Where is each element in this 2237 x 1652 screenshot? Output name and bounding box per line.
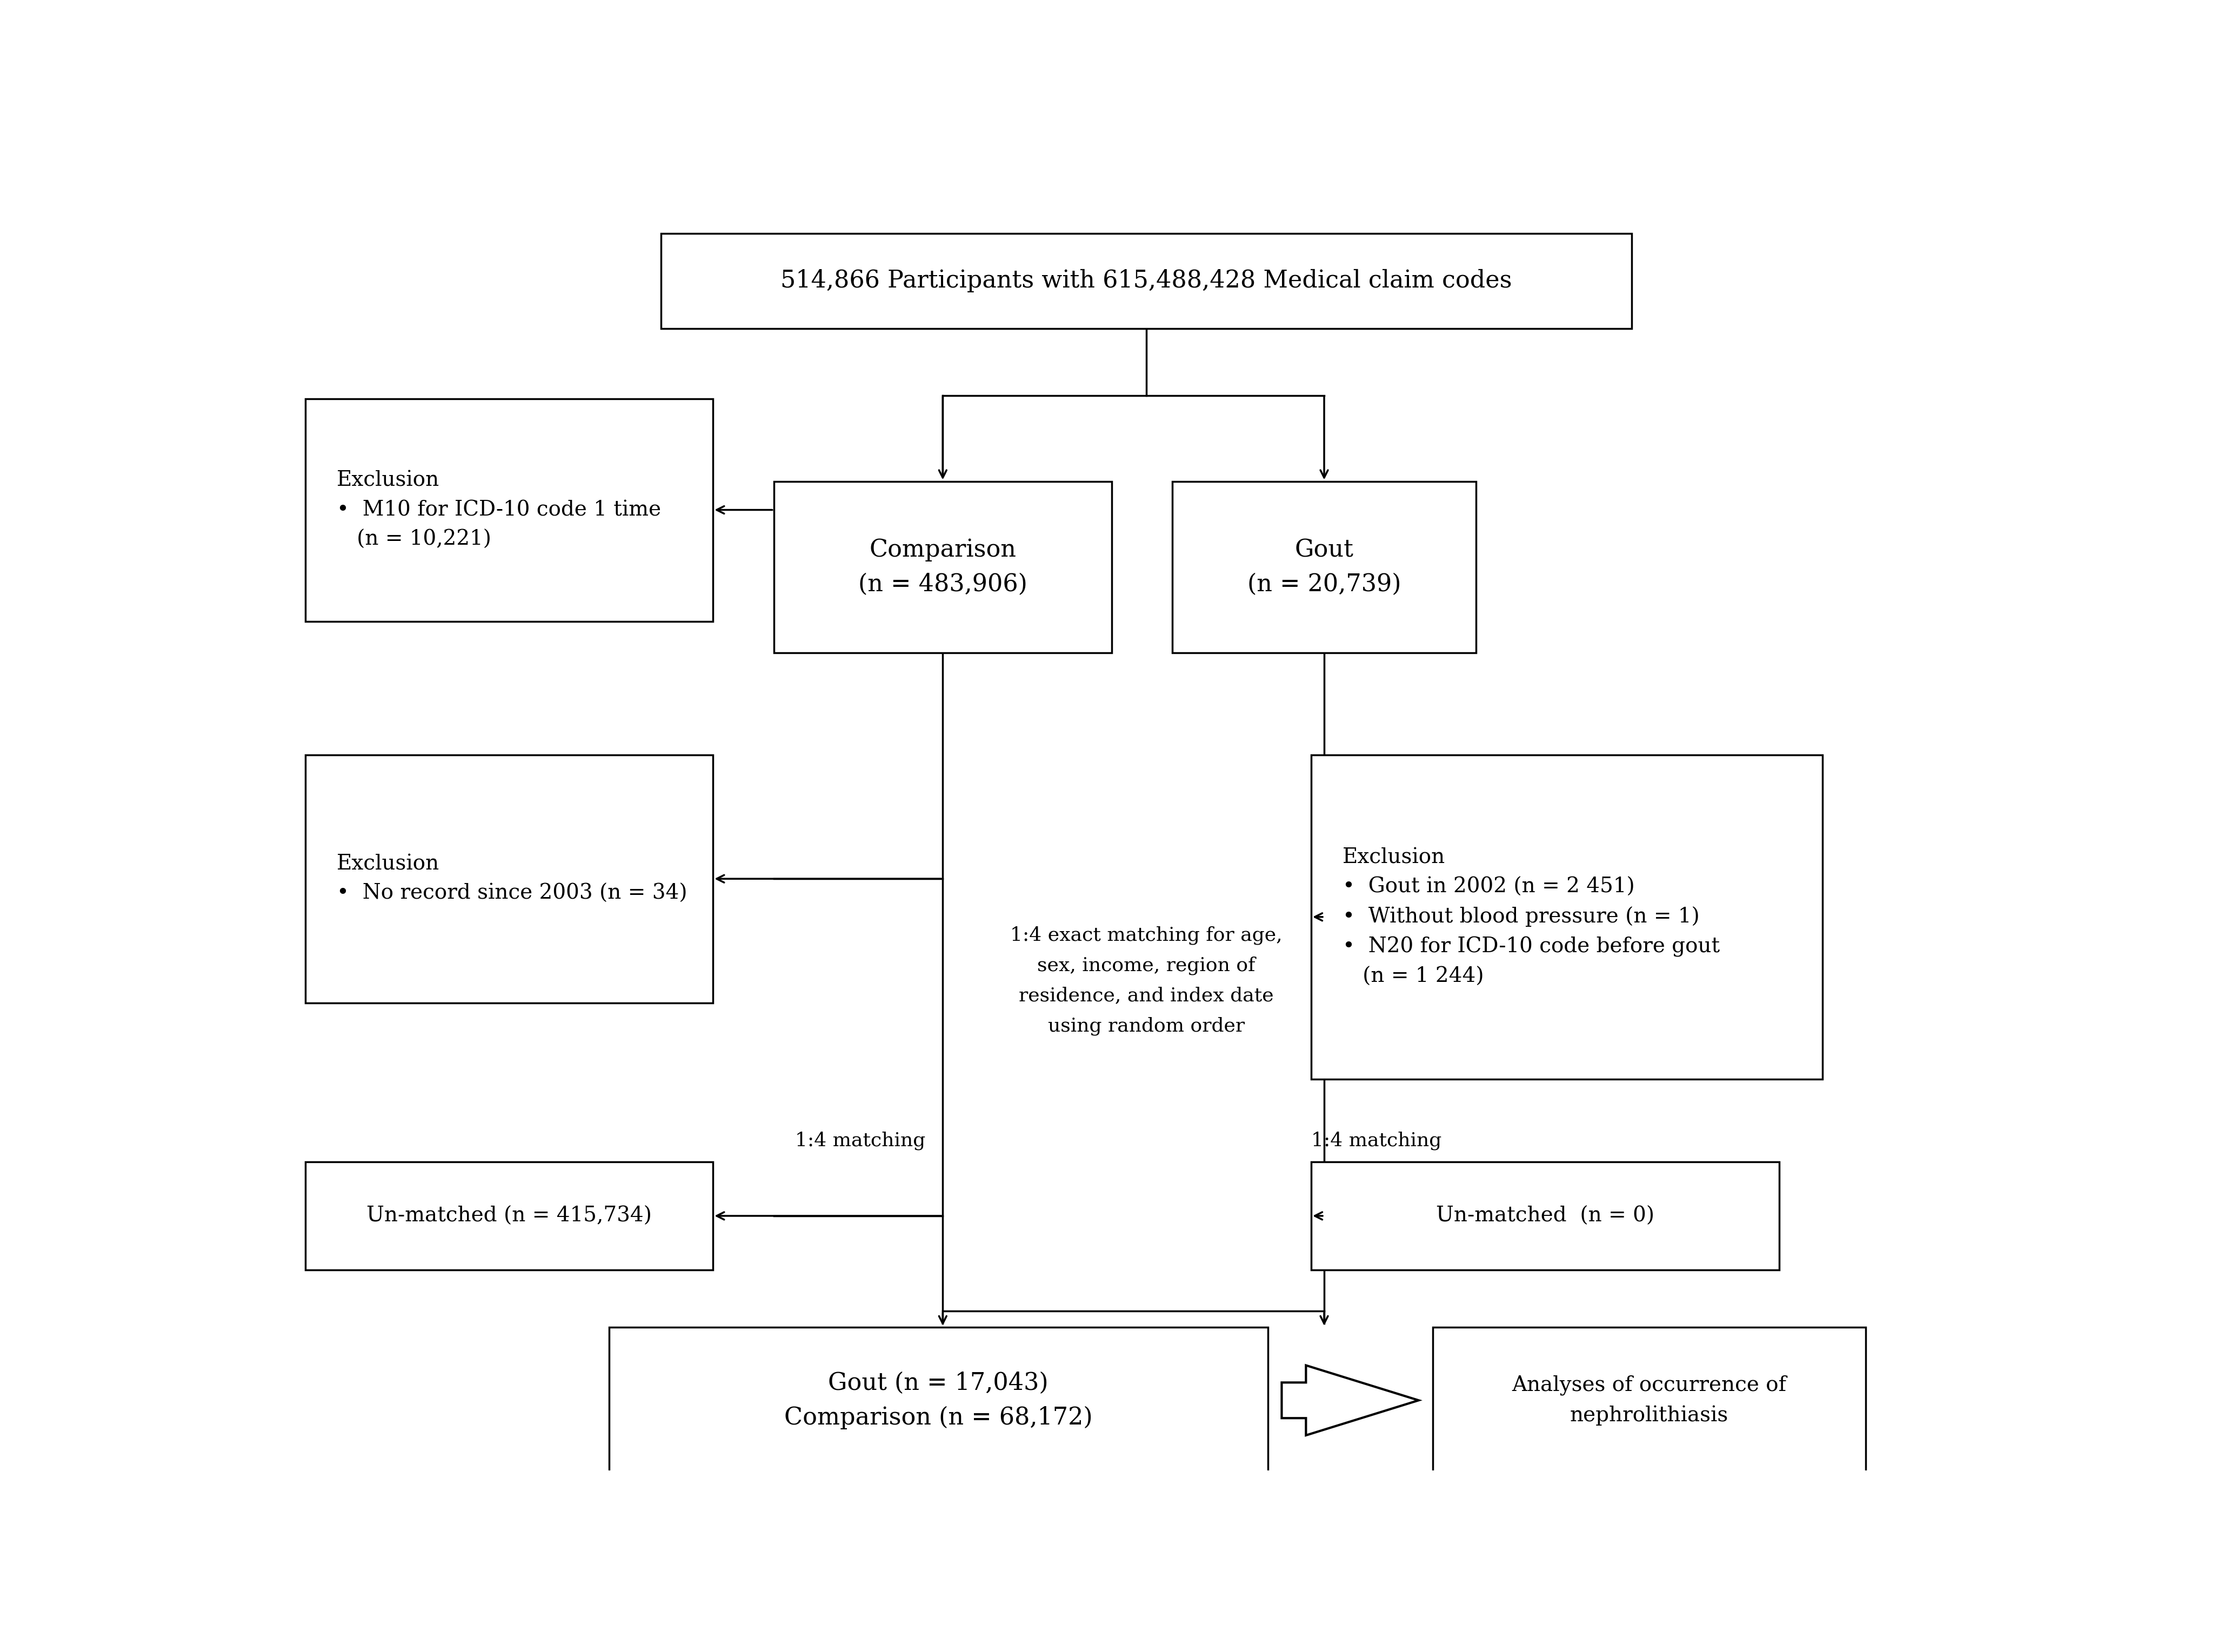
Text: 1:4 matching: 1:4 matching xyxy=(1311,1132,1441,1150)
FancyBboxPatch shape xyxy=(608,1327,1268,1474)
Text: 1:4 matching: 1:4 matching xyxy=(794,1132,926,1150)
FancyBboxPatch shape xyxy=(1311,755,1823,1079)
Text: Un-matched  (n = 0): Un-matched (n = 0) xyxy=(1436,1206,1655,1226)
Text: Gout
(n = 20,739): Gout (n = 20,739) xyxy=(1248,539,1400,596)
FancyBboxPatch shape xyxy=(1311,1161,1778,1270)
Text: Exclusion
•  Gout in 2002 (n = 2 451)
•  Without blood pressure (n = 1)
•  N20 f: Exclusion • Gout in 2002 (n = 2 451) • W… xyxy=(1342,847,1720,986)
FancyBboxPatch shape xyxy=(1432,1327,1866,1474)
Text: Analyses of occurrence of
nephrolithiasis: Analyses of occurrence of nephrolithiasi… xyxy=(1512,1374,1787,1426)
FancyBboxPatch shape xyxy=(1172,481,1476,653)
Text: 1:4 exact matching for age,
sex, income, region of
residence, and index date
usi: 1:4 exact matching for age, sex, income,… xyxy=(1011,925,1282,1036)
FancyBboxPatch shape xyxy=(774,481,1112,653)
Polygon shape xyxy=(1282,1365,1418,1436)
FancyBboxPatch shape xyxy=(306,755,714,1003)
Text: Comparison
(n = 483,906): Comparison (n = 483,906) xyxy=(859,539,1027,596)
FancyBboxPatch shape xyxy=(306,1161,714,1270)
Text: Exclusion
•  No record since 2003 (n = 34): Exclusion • No record since 2003 (n = 34… xyxy=(338,854,687,904)
Text: Un-matched (n = 415,734): Un-matched (n = 415,734) xyxy=(367,1206,651,1226)
Text: Exclusion
•  M10 for ICD-10 code 1 time
   (n = 10,221): Exclusion • M10 for ICD-10 code 1 time (… xyxy=(338,471,662,548)
Text: 514,866 Participants with 615,488,428 Medical claim codes: 514,866 Participants with 615,488,428 Me… xyxy=(781,269,1512,292)
FancyBboxPatch shape xyxy=(662,233,1633,329)
Text: Gout (n = 17,043)
Comparison (n = 68,172): Gout (n = 17,043) Comparison (n = 68,172… xyxy=(785,1371,1092,1429)
FancyBboxPatch shape xyxy=(306,398,714,621)
